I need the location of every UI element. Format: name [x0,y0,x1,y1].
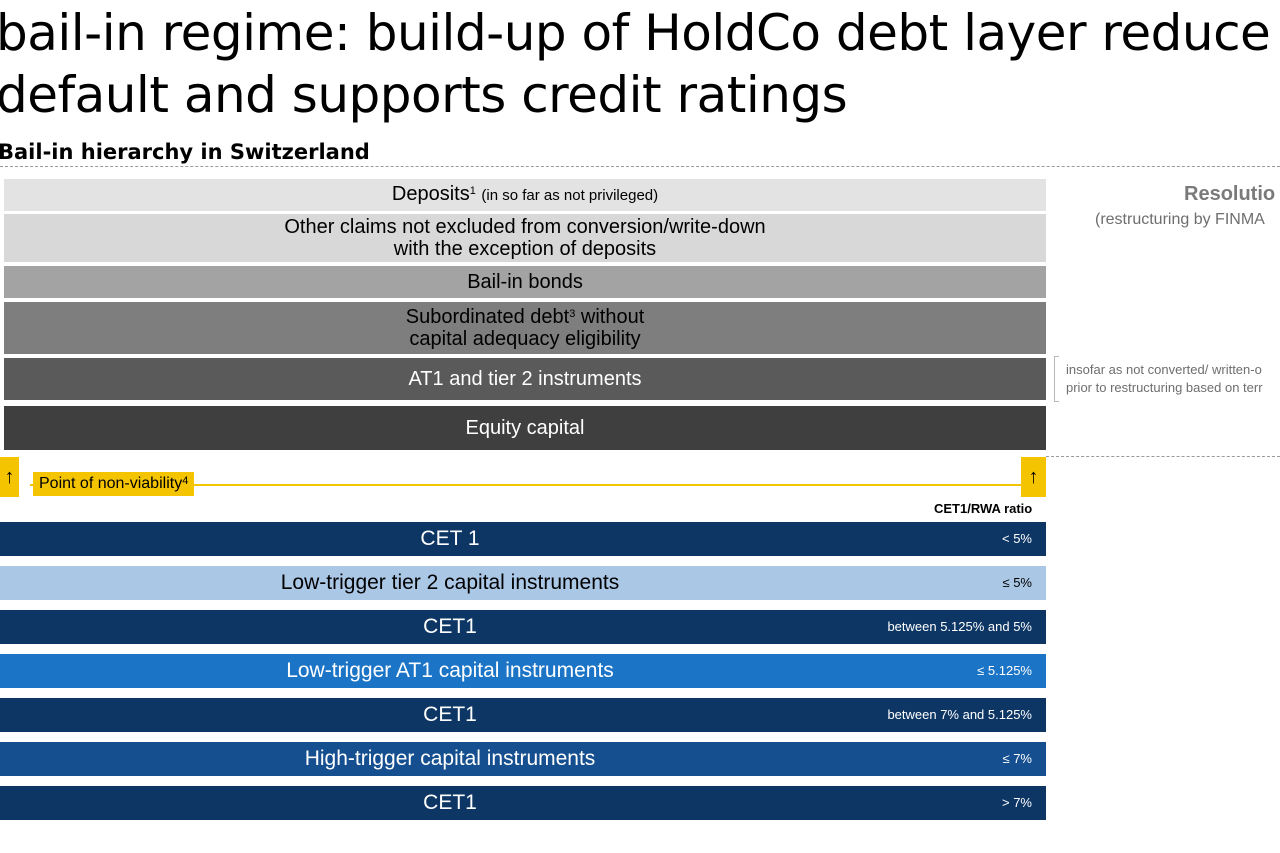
hierarchy-bar-label-line-1: Subordinated debt [405,306,570,328]
page-title: bail-in regime: build-up of HoldCo debt … [0,2,1280,126]
trigger-bar-label: Low-trigger tier 2 capital instruments [280,571,620,594]
trigger-bar-ratio: between 7% and 5.125% [887,707,1032,722]
hierarchy-bar-label: Deposits [391,183,470,205]
hierarchy-bar-bail-in-bonds: Bail-in bonds [4,266,1046,298]
conversion-note-line-2: prior to restructuring based on terr [1066,380,1263,395]
resolution-subheading: (restructuring by FINMA [1095,211,1265,228]
trigger-bar-high-trigger: High-trigger capital instruments ≤ 7% [0,742,1046,776]
trigger-bar-label: CET1 [423,791,477,814]
trigger-bar-label: CET 1 [420,527,480,550]
point-of-non-viability-label: Point of non-viability4 [33,472,195,496]
hierarchy-bar-other-claims: Other claims not excluded from conversio… [4,214,1046,262]
trigger-bar-cet1-5125-to-7: CET1 between 7% and 5.125% [0,698,1046,732]
hierarchy-bar-qualifier: (in so far as not privileged) [481,187,659,204]
trigger-bar-ratio: ≤ 7% [1002,751,1032,766]
trigger-bar-ratio: ≤ 5% [1002,575,1032,590]
hierarchy-bar-label-line-2: with the exception of deposits [393,238,657,260]
hierarchy-bar-label-line-2: capital adequacy eligibility [409,328,641,350]
note-bracket [1054,356,1059,402]
trigger-bar-cet1-below-5: CET 1 < 5% [0,522,1046,556]
trigger-bar-label: Low-trigger AT1 capital instruments [286,659,614,682]
trigger-bar-label: CET1 [423,615,477,638]
resolution-heading: Resolutio [1184,183,1276,205]
trigger-bar-cet1-above-7: CET1 > 7% [0,786,1046,820]
footnote-marker: 3 [569,308,576,320]
middle-dashed-divider [1046,456,1280,457]
hierarchy-bar-label: AT1 and tier 2 instruments [408,368,642,390]
trigger-bar-ratio: between 5.125% and 5% [887,619,1032,634]
page-title-line-1: bail-in regime: build-up of HoldCo debt … [0,4,1271,62]
trigger-bar-label: High-trigger capital instruments [304,747,596,770]
right-up-arrow-icon: ↑ [1021,457,1046,497]
hierarchy-bar-equity-capital: Equity capital [4,406,1046,450]
trigger-bar-low-trigger-tier2: Low-trigger tier 2 capital instruments ≤… [0,566,1046,600]
footnote-marker: 4 [182,475,189,487]
left-up-arrow-icon: ↑ [0,457,19,497]
hierarchy-bar-deposits: Deposits1 (in so far as not privileged) [4,179,1046,211]
hierarchy-bar-label: Bail-in bonds [467,271,583,293]
trigger-bar-label: CET1 [423,703,477,726]
trigger-bar-ratio: < 5% [1002,531,1032,546]
hierarchy-bar-subordinated-debt: Subordinated debt3 without capital adequ… [4,302,1046,354]
hierarchy-bar-label: Equity capital [465,417,585,439]
conversion-note-line-1: insofar as not converted/ written-o [1066,362,1262,377]
non-viability-line [30,484,1022,486]
section-subtitle: Bail-in hierarchy in Switzerland [0,140,370,164]
ratio-column-header: CET1/RWA ratio [934,501,1033,516]
hierarchy-bar-label-line-1: Other claims not excluded from conversio… [284,216,766,238]
trigger-bar-ratio: > 7% [1002,795,1032,810]
trigger-bar-cet1-5-to-5125: CET1 between 5.125% and 5% [0,610,1046,644]
conversion-note: insofar as not converted/ written-o prio… [1066,361,1263,397]
page-title-line-2: default and supports credit ratings [0,66,848,124]
footnote-marker: 1 [469,185,476,197]
hierarchy-bar-at1-tier2: AT1 and tier 2 instruments [4,358,1046,400]
trigger-bar-low-trigger-at1: Low-trigger AT1 capital instruments ≤ 5.… [0,654,1046,688]
top-dashed-divider [0,166,1280,167]
trigger-bar-ratio: ≤ 5.125% [977,663,1032,678]
